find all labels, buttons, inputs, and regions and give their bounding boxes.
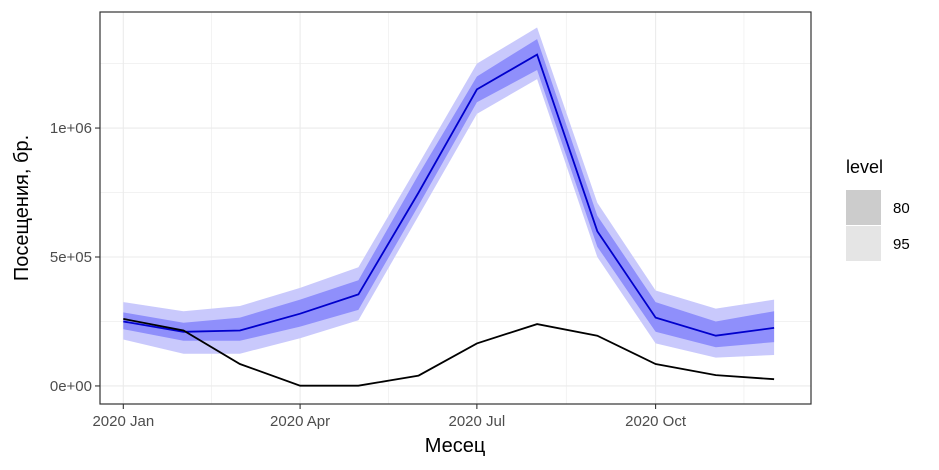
band-95 <box>123 27 775 358</box>
legend-label-95: 95 <box>893 236 910 253</box>
x-tick-label: 2020 Oct <box>625 413 687 430</box>
prediction-bands <box>123 27 775 358</box>
actual-line <box>123 318 775 387</box>
y-axis: 0e+00 5e+05 1e+06 <box>50 120 100 395</box>
y-axis-title: Посещения, бр. <box>11 135 33 281</box>
x-tick-label: 2020 Jan <box>92 413 154 430</box>
x-tick-label: 2020 Jul <box>449 413 506 430</box>
legend-key-95 <box>846 226 881 261</box>
forecast-line <box>123 53 775 337</box>
legend: level 80 95 <box>846 157 910 261</box>
x-axis-title: Месец <box>425 435 486 457</box>
x-axis: 2020 Jan 2020 Apr 2020 Jul 2020 Oct <box>92 404 687 430</box>
legend-title: level <box>846 157 883 177</box>
legend-key-80 <box>846 190 881 225</box>
panel-border <box>99 11 812 405</box>
x-tick-label: 2020 Apr <box>270 413 330 430</box>
legend-label-80: 80 <box>893 200 910 217</box>
y-tick-label: 1e+06 <box>50 120 92 137</box>
y-tick-label: 0e+00 <box>50 378 92 395</box>
y-tick-label: 5e+05 <box>50 249 92 266</box>
series-lines <box>123 53 775 387</box>
